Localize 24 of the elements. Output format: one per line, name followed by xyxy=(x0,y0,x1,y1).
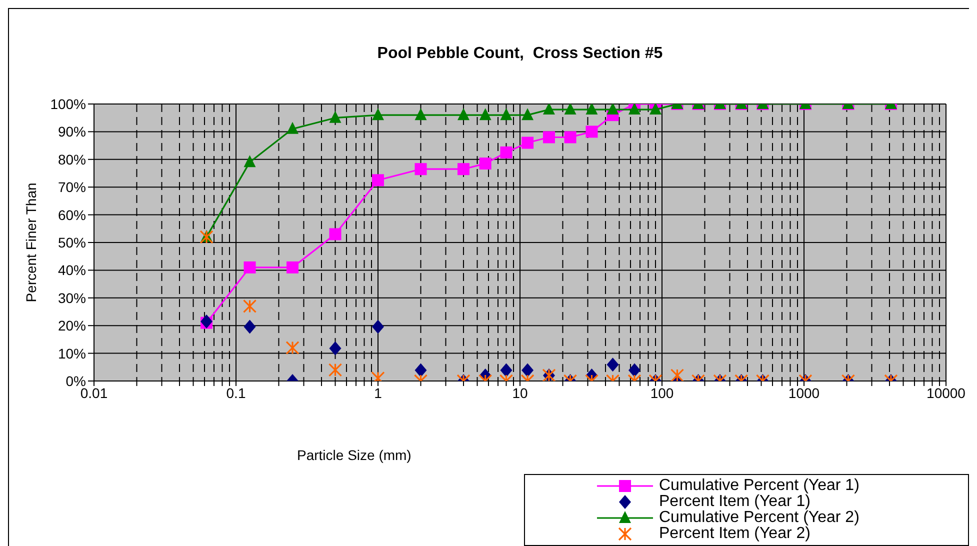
legend-label: Percent Item (Year 1) xyxy=(659,493,810,510)
legend-label: Percent Item (Year 2) xyxy=(659,525,810,542)
x-tick-label: 100 xyxy=(650,384,674,401)
x-tick-label: 10000 xyxy=(926,384,966,401)
y-tick-label: 20% xyxy=(58,318,86,334)
legend-label: Cumulative Percent (Year 1) xyxy=(659,477,860,494)
y-tick-label: 60% xyxy=(58,206,86,223)
y-tick-label: 100% xyxy=(50,96,86,112)
y-tick-label: 30% xyxy=(58,290,86,306)
x-tick-label: 1000 xyxy=(788,384,820,401)
legend-label: Cumulative Percent (Year 2) xyxy=(659,509,860,526)
x-tick-label: 0.1 xyxy=(226,384,246,401)
x-tick-label: 1 xyxy=(374,384,382,401)
y-tick-label: 40% xyxy=(58,262,86,278)
y-tick-label: 70% xyxy=(58,179,86,196)
y-tick-label: 0% xyxy=(66,372,86,389)
y-tick-label: 90% xyxy=(58,124,86,140)
chart-title: Pool Pebble Count, Cross Section #5 xyxy=(376,45,664,63)
y-axis-title: Percent Finer Than xyxy=(22,182,39,302)
x-axis-title: Particle Size (mm) xyxy=(297,447,412,463)
y-tick-label: 10% xyxy=(58,345,86,362)
x-tick-label: 10 xyxy=(512,384,528,401)
y-tick-label: 80% xyxy=(58,151,86,168)
y-tick-label: 50% xyxy=(58,234,86,250)
